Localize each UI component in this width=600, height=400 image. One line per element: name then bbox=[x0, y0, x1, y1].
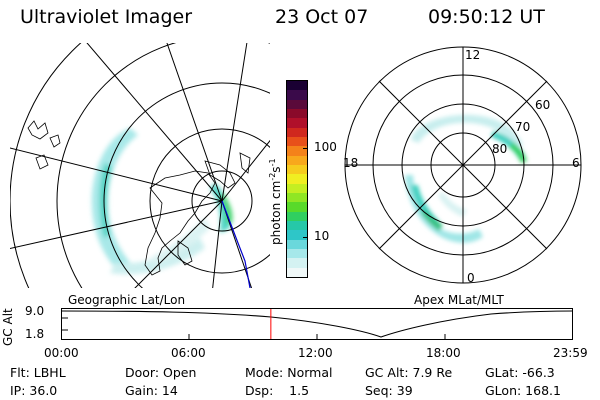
colorbar-swatch bbox=[287, 192, 307, 203]
mlat-label-70: 70 bbox=[515, 120, 530, 134]
status-dsp: Dsp: 1.5 bbox=[245, 383, 310, 398]
colorbar-swatch bbox=[287, 108, 307, 119]
status-door: Door: Open bbox=[125, 365, 197, 380]
colorbar-swatch bbox=[287, 183, 307, 193]
time-display: 09:50:12 UT bbox=[428, 6, 545, 28]
geo-vector bbox=[221, 200, 251, 288]
apex-polar-plot: 12 18 6 0 60 70 80 bbox=[343, 46, 582, 285]
colorbar-swatch bbox=[287, 81, 307, 91]
altitude-ylabel: GC Alt bbox=[1, 308, 15, 346]
x-tick-0000: 00:00 bbox=[44, 346, 79, 360]
mlt-label-6: 6 bbox=[572, 156, 580, 170]
colorbar-swatch bbox=[287, 230, 307, 240]
status-glon: GLon: 168.1 bbox=[485, 383, 561, 398]
apex-panel-label: Apex MLat/MLT bbox=[414, 293, 504, 307]
x-tick-0600: 06:00 bbox=[171, 346, 206, 360]
mlt-label-18: 18 bbox=[343, 156, 358, 170]
colorbar-swatch bbox=[287, 136, 307, 147]
altitude-curve bbox=[61, 310, 573, 338]
colorbar-tick-100: 100 bbox=[314, 140, 337, 154]
altitude-plot bbox=[61, 308, 573, 340]
date-display: 23 Oct 07 bbox=[275, 6, 369, 28]
colorbar-swatch bbox=[287, 239, 307, 249]
x-ticks bbox=[188, 334, 446, 339]
colorbar-unit-label: photon cm-2s-1 bbox=[268, 158, 283, 245]
status-mode: Mode: Normal bbox=[245, 365, 333, 380]
colorbar-swatch bbox=[287, 90, 307, 100]
x-tick-1200: 12:00 bbox=[298, 346, 333, 360]
colorbar-swatch bbox=[287, 146, 307, 156]
mlt-label-12: 12 bbox=[465, 48, 480, 62]
mlat-label-80: 80 bbox=[492, 142, 507, 156]
colorbar-tick-10: 10 bbox=[314, 229, 330, 243]
status-glat: GLat: -66.3 bbox=[485, 365, 555, 380]
status-gc-alt: GC Alt: 7.9 Re bbox=[365, 365, 453, 380]
colorbar bbox=[286, 80, 308, 278]
apex-aurora bbox=[405, 114, 527, 243]
colorbar-swatch bbox=[287, 220, 307, 231]
colorbar-swatch bbox=[287, 127, 307, 137]
coastlines bbox=[27, 120, 251, 276]
status-seq: Seq: 39 bbox=[365, 383, 413, 398]
colorbar-swatch bbox=[287, 174, 307, 184]
colorbar-swatch bbox=[287, 99, 307, 109]
x-tick-1800: 18:00 bbox=[426, 346, 461, 360]
colorbar-swatch bbox=[287, 118, 307, 128]
colorbar-swatch bbox=[287, 202, 307, 212]
mlt-label-0: 0 bbox=[467, 271, 475, 285]
mlat-label-60: 60 bbox=[535, 98, 550, 112]
colorbar-swatch bbox=[287, 155, 307, 165]
altitude-ymax: 9.0 bbox=[25, 304, 45, 318]
colorbar-swatch bbox=[287, 211, 307, 221]
altitude-ymin: 1.8 bbox=[25, 327, 45, 341]
status-ip: IP: 36.0 bbox=[10, 383, 58, 398]
geographic-map bbox=[10, 43, 270, 288]
x-tick-2359: 23:59 bbox=[553, 346, 588, 360]
geo-panel-label: Geographic Lat/Lon bbox=[68, 293, 186, 307]
status-gain: Gain: 14 bbox=[125, 383, 178, 398]
status-filter: Flt: LBHL bbox=[10, 365, 66, 380]
colorbar-swatch bbox=[287, 164, 307, 175]
colorbar-swatch bbox=[287, 267, 307, 277]
geo-aurora bbox=[91, 128, 233, 275]
app-title: Ultraviolet Imager bbox=[20, 6, 193, 28]
colorbar-swatch bbox=[287, 258, 307, 268]
colorbar-swatch bbox=[287, 248, 307, 259]
